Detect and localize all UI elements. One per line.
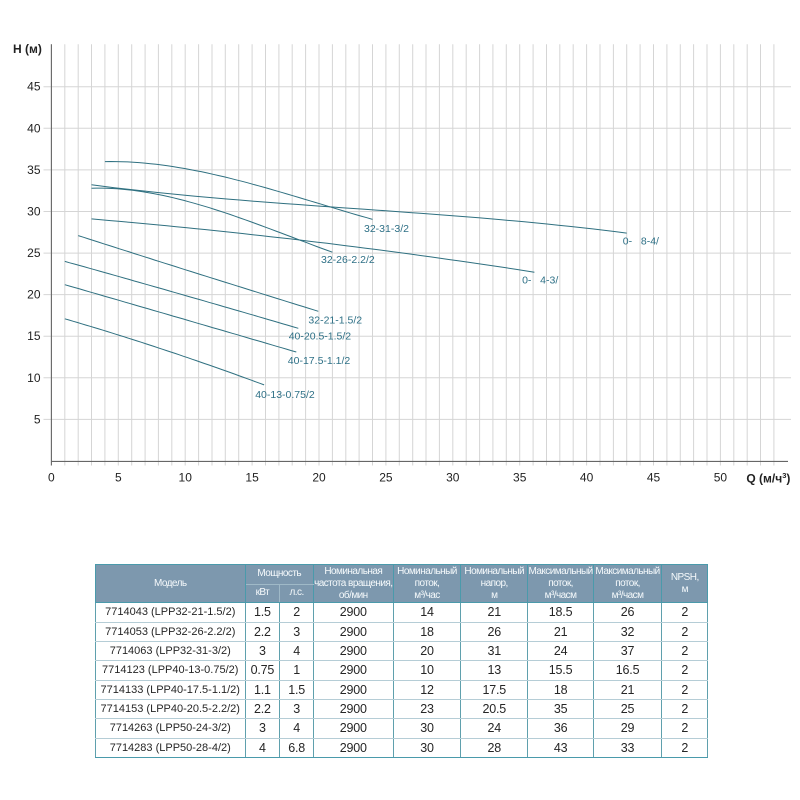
svg-text:45: 45 (647, 471, 661, 485)
svg-text:40: 40 (580, 471, 594, 485)
svg-text:35: 35 (513, 471, 527, 485)
svg-text:20: 20 (27, 288, 41, 302)
svg-text:Q (м/ч3): Q (м/ч3) (746, 471, 790, 486)
svg-text:40-13-0.75/2: 40-13-0.75/2 (255, 389, 315, 401)
svg-text:15: 15 (27, 329, 41, 343)
svg-text:32-26-2.2/2: 32-26-2.2/2 (321, 254, 375, 266)
svg-text:35: 35 (27, 163, 41, 177)
svg-text:25: 25 (27, 246, 41, 260)
svg-text:40-20.5-1.5/2: 40-20.5-1.5/2 (289, 330, 352, 342)
svg-text:32-21-1.5/2: 32-21-1.5/2 (308, 314, 362, 326)
svg-text:H (м): H (м) (13, 42, 42, 56)
svg-text:10: 10 (27, 371, 41, 385)
svg-text:15: 15 (245, 471, 259, 485)
svg-text:40: 40 (27, 121, 41, 135)
svg-text:5: 5 (115, 471, 122, 485)
svg-text:5: 5 (34, 412, 41, 426)
svg-text:0- 8-4/: 0- 8-4/ (623, 236, 659, 248)
svg-text:25: 25 (379, 471, 393, 485)
svg-text:40-17.5-1.1/2: 40-17.5-1.1/2 (288, 355, 351, 367)
svg-text:45: 45 (27, 80, 41, 94)
svg-text:50: 50 (714, 471, 728, 485)
svg-text:0- 4-3/: 0- 4-3/ (522, 275, 558, 287)
svg-text:20: 20 (312, 471, 326, 485)
svg-text:30: 30 (27, 205, 41, 219)
svg-text:32-31-3/2: 32-31-3/2 (364, 223, 409, 235)
svg-text:30: 30 (446, 471, 460, 485)
svg-text:0: 0 (48, 471, 55, 485)
svg-text:10: 10 (179, 471, 193, 485)
